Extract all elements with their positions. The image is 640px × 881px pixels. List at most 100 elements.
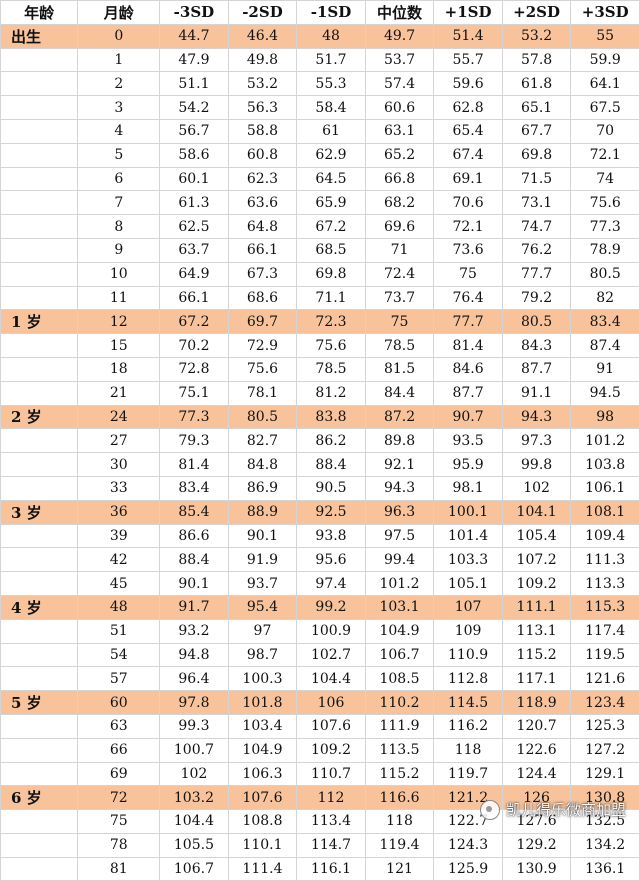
value-cell: 73.7 [364, 285, 435, 311]
column-header: 年龄 [0, 0, 79, 25]
age-cell [0, 571, 79, 596]
age-cell [0, 285, 79, 311]
value-cell: 75.1 [159, 380, 229, 406]
value-cell: 75 [364, 309, 435, 335]
value-cell: 118 [364, 809, 435, 834]
value-cell: 106.1 [570, 475, 640, 501]
value-cell: 124.3 [433, 832, 503, 858]
value-cell: 62.8 [433, 95, 503, 120]
value-cell: 44.7 [159, 23, 229, 49]
age-cell [0, 642, 79, 668]
value-cell: 93.2 [159, 618, 229, 644]
value-cell: 114.5 [433, 690, 503, 715]
age-cell: 5 岁 [0, 690, 79, 715]
value-cell: 84.3 [501, 333, 572, 358]
value-cell: 69.1 [433, 166, 503, 192]
month-cell: 42 [77, 547, 161, 573]
value-cell: 77.7 [433, 309, 503, 335]
value-cell: 80.5 [501, 309, 572, 335]
value-cell: 60.6 [364, 95, 435, 120]
table-row: 54 94.8 98.7 102.7 106.7 110.9 115.2 119.5 [0, 642, 640, 668]
value-cell: 103.8 [570, 452, 640, 477]
value-cell: 51.4 [433, 23, 503, 49]
value-cell: 103.2 [159, 785, 229, 811]
age-cell [0, 71, 79, 97]
value-cell: 130.9 [501, 856, 572, 881]
value-cell: 86.2 [296, 428, 366, 454]
age-cell [0, 118, 79, 144]
table-row: 27 79.3 82.7 86.2 89.8 93.5 97.3 101.2 [0, 428, 640, 454]
value-cell: 121.6 [570, 666, 640, 692]
value-cell: 78.1 [227, 380, 298, 406]
value-cell: 112 [296, 785, 366, 811]
value-cell: 110.2 [364, 690, 435, 715]
value-cell: 119.4 [364, 832, 435, 858]
value-cell: 104.9 [364, 618, 435, 644]
value-cell: 54.2 [159, 95, 229, 120]
value-cell: 85.4 [159, 499, 229, 525]
month-cell: 24 [77, 404, 161, 430]
value-cell: 91.1 [501, 380, 572, 406]
table-row: 10 64.9 67.3 69.8 72.4 75 77.7 80.5 [0, 261, 640, 287]
table-row: 18 72.8 75.6 78.5 81.5 84.6 87.7 91 [0, 356, 640, 382]
value-cell: 90.1 [159, 571, 229, 596]
value-cell: 49.7 [364, 23, 435, 49]
value-cell: 81.4 [433, 333, 503, 358]
age-cell [0, 547, 79, 573]
value-cell: 111.4 [227, 856, 298, 881]
month-cell: 15 [77, 333, 161, 358]
value-cell: 70.6 [433, 190, 503, 216]
age-group-row: 4 岁 48 91.7 95.4 99.2 103.1 107 111.1 115.3 [0, 594, 640, 620]
month-cell: 81 [77, 856, 161, 881]
age-cell [0, 166, 79, 192]
table-row: 9 63.7 66.1 68.5 71 73.6 76.2 78.9 [0, 237, 640, 263]
value-cell: 72.1 [433, 214, 503, 239]
value-cell: 72.4 [364, 261, 435, 287]
value-cell: 87.7 [433, 380, 503, 406]
value-cell: 51.7 [296, 47, 366, 73]
value-cell: 53.2 [227, 71, 298, 97]
column-header: +3SD [570, 0, 640, 25]
month-cell: 6 [77, 166, 161, 192]
value-cell: 80.5 [227, 404, 298, 430]
age-cell [0, 214, 79, 239]
value-cell: 113.1 [501, 618, 572, 644]
age-cell: 6 岁 [0, 785, 79, 811]
value-cell: 65.4 [433, 118, 503, 144]
table-row: 15 70.2 72.9 75.6 78.5 81.4 84.3 87.4 [0, 333, 640, 358]
age-cell [0, 428, 79, 454]
age-cell [0, 475, 79, 501]
value-cell: 67.4 [433, 142, 503, 168]
value-cell: 108.8 [227, 809, 298, 834]
month-cell: 69 [77, 761, 161, 787]
table-row: 45 90.1 93.7 97.4 101.2 105.1 109.2 113.3 [0, 571, 640, 596]
age-group-row: 6 岁 72 103.2 107.6 112 116.6 121.2 126 130.8 [0, 785, 640, 811]
month-cell: 21 [77, 380, 161, 406]
value-cell: 97.8 [159, 690, 229, 715]
table-row: 8 62.5 64.8 67.2 69.6 72.1 74.7 77.3 [0, 214, 640, 239]
value-cell: 83.8 [296, 404, 366, 430]
month-cell: 54 [77, 642, 161, 668]
value-cell: 112.8 [433, 666, 503, 692]
month-cell: 2 [77, 71, 161, 97]
month-cell: 3 [77, 95, 161, 120]
value-cell: 92.5 [296, 499, 366, 525]
value-cell: 100.3 [227, 666, 298, 692]
value-cell: 88.4 [296, 452, 366, 477]
value-cell: 96.4 [159, 666, 229, 692]
value-cell: 108.5 [364, 666, 435, 692]
value-cell: 67.3 [227, 261, 298, 287]
value-cell: 106.7 [159, 856, 229, 881]
value-cell: 101.4 [433, 523, 503, 549]
value-cell: 57.4 [364, 71, 435, 97]
value-cell: 102 [159, 761, 229, 787]
value-cell: 98.7 [227, 642, 298, 668]
value-cell: 97.3 [501, 428, 572, 454]
value-cell: 107.6 [227, 785, 298, 811]
value-cell: 58.6 [159, 142, 229, 168]
value-cell: 91.9 [227, 547, 298, 573]
age-cell: 1 岁 [0, 309, 79, 335]
value-cell: 76.4 [433, 285, 503, 311]
table-row: 69 102 106.3 110.7 115.2 119.7 124.4 129.1 [0, 761, 640, 787]
value-cell: 95.9 [433, 452, 503, 477]
